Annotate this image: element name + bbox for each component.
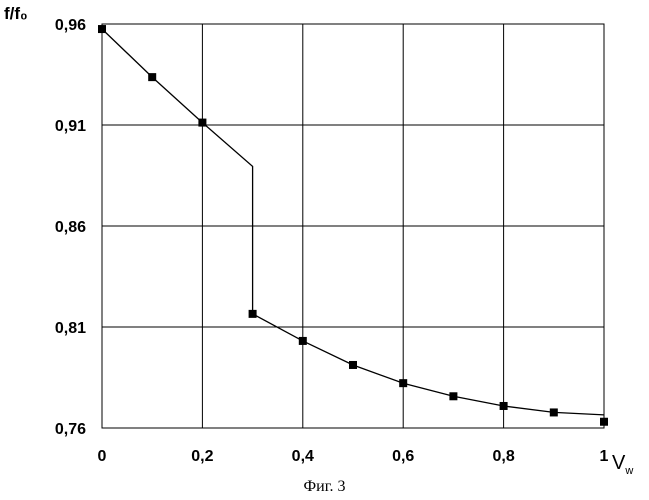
x-tick-label: 0,6 <box>392 448 414 465</box>
data-point <box>148 73 156 81</box>
data-point <box>449 392 457 400</box>
y-axis-label: f/f₀ <box>4 4 28 24</box>
y-tick-label: 0,91 <box>55 118 86 135</box>
y-tick-label: 0,86 <box>55 219 86 236</box>
data-point <box>198 119 206 127</box>
x-tick-label: 0 <box>98 448 107 465</box>
y-tick-label: 0,76 <box>55 421 86 438</box>
figure-caption: Фиг. 3 <box>0 478 649 496</box>
x-axis-label-subscript: w <box>625 465 633 477</box>
x-axis-label: Vw <box>612 452 633 477</box>
series-line <box>102 29 604 415</box>
data-point <box>299 337 307 345</box>
x-tick-label: 1 <box>600 448 609 465</box>
data-point <box>399 379 407 387</box>
y-tick-label: 0,96 <box>55 17 86 34</box>
data-point <box>98 25 106 33</box>
y-tick-label: 0,81 <box>55 320 86 337</box>
data-point <box>550 408 558 416</box>
x-tick-label: 0,8 <box>492 448 514 465</box>
data-point <box>349 361 357 369</box>
x-tick-label: 0,4 <box>292 448 314 465</box>
data-point <box>249 310 257 318</box>
data-point <box>500 402 508 410</box>
x-tick-label: 0,2 <box>191 448 213 465</box>
data-point <box>600 418 608 426</box>
